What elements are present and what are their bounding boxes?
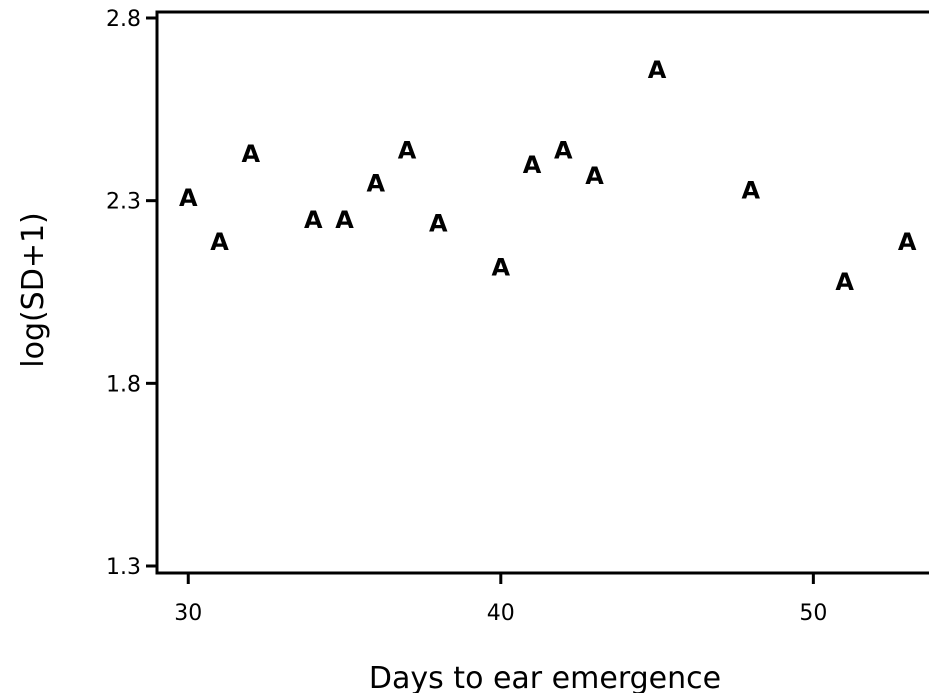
data-point: A (179, 184, 198, 212)
x-axis: 30 40 50 (174, 573, 827, 626)
data-point: A (398, 137, 417, 165)
data-point: A (585, 162, 604, 190)
data-point: A (335, 206, 354, 234)
data-point: A (523, 151, 542, 179)
data-point: A (304, 206, 323, 234)
data-point: A (241, 140, 260, 168)
data-point: A (554, 137, 573, 165)
data-point: A (648, 56, 667, 84)
data-point: A (742, 177, 761, 205)
x-axis-title: Days to ear emergence (369, 661, 721, 693)
data-point: A (898, 228, 917, 256)
y-tick-label: 2.3 (106, 190, 141, 215)
y-tick-label: 2.8 (106, 7, 141, 32)
y-tick-label: 1.8 (106, 372, 141, 397)
x-tick-label: 40 (487, 601, 515, 626)
data-point: A (835, 268, 854, 296)
y-axis-title: log(SD+1) (16, 212, 51, 368)
data-point: A (210, 228, 229, 256)
plot-frame (155, 10, 929, 575)
x-tick-label: 50 (799, 601, 827, 626)
data-point: A (429, 210, 448, 238)
x-tick-label: 30 (174, 601, 202, 626)
y-axis: 1.3 1.8 2.3 2.8 (106, 7, 157, 580)
data-point: A (492, 253, 511, 281)
data-point: A (366, 169, 385, 197)
y-tick-label: 1.3 (106, 555, 141, 580)
